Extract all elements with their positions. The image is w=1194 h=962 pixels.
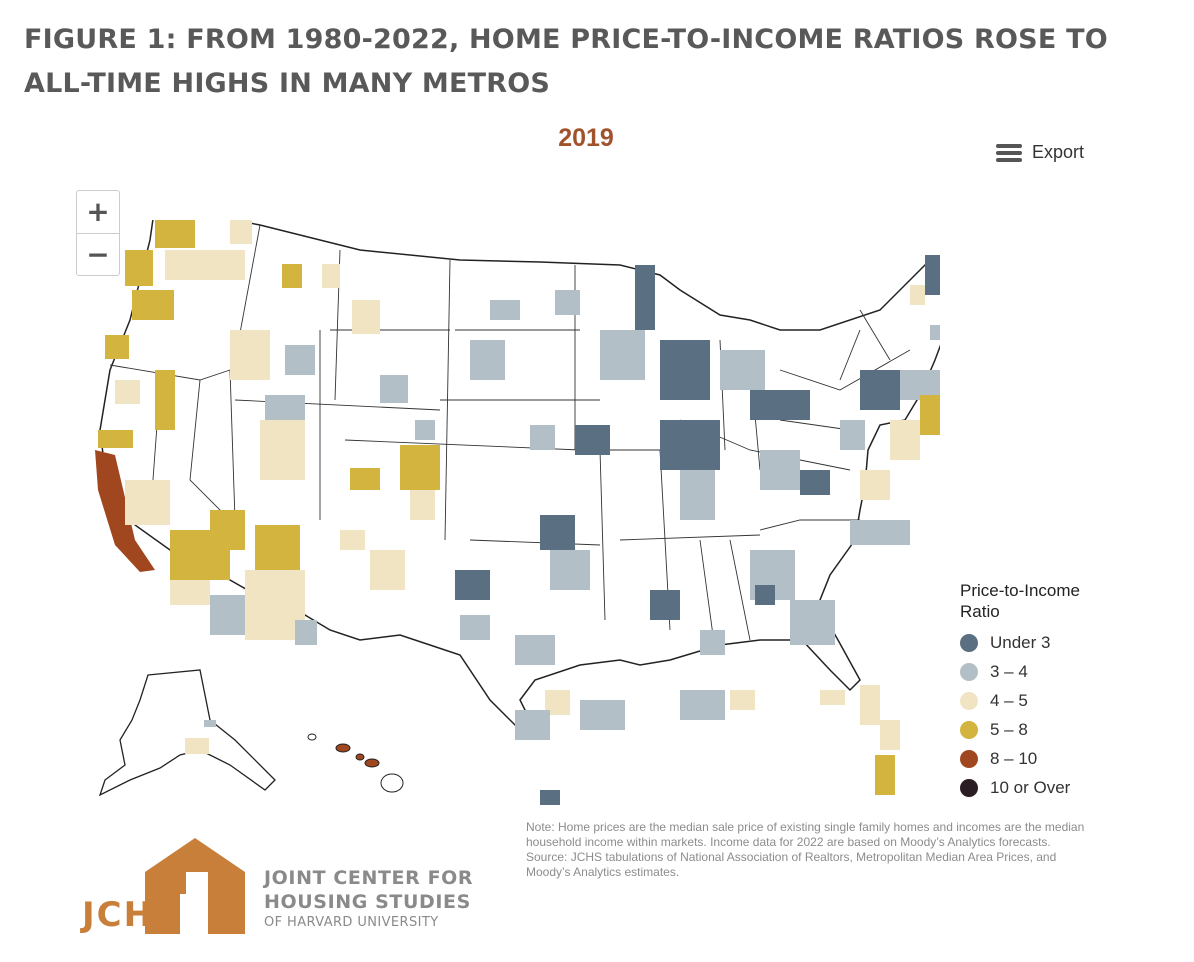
legend-swatch — [960, 778, 978, 797]
legend-title: Price-to-Income Ratio — [960, 581, 1080, 621]
zoom-out-button[interactable]: − — [77, 234, 119, 276]
legend-item-5-8[interactable]: 5 – 8 — [960, 715, 1080, 744]
legend-items: Under 3 3 – 4 4 – 5 5 – 8 8 – 10 10 or O… — [960, 628, 1080, 802]
logo-text: JOINT CENTER FOR HOUSING STUDIES OF HARV… — [264, 866, 473, 932]
alaska-state — [98, 669, 276, 797]
metro-areas — [95, 220, 940, 805]
legend-label: 3 – 4 — [990, 661, 1028, 681]
legend-label: 10 or Over — [990, 777, 1071, 797]
export-label: Export — [1032, 141, 1085, 162]
zoom-in-button[interactable]: + — [77, 191, 119, 233]
zoom-control: + − — [76, 190, 120, 276]
metro-area — [185, 738, 209, 754]
legend-swatch — [960, 691, 978, 710]
year-label: 2019 — [558, 124, 614, 152]
legend-swatch — [960, 633, 978, 652]
legend-item-under-3[interactable]: Under 3 — [960, 628, 1080, 657]
legend-label: 4 – 5 — [990, 690, 1028, 710]
legend-swatch — [960, 662, 978, 681]
legend: Price-to-Income Ratio Under 3 3 – 4 4 – … — [960, 580, 1080, 802]
legend-swatch — [960, 720, 978, 739]
logo-line-1: JOINT CENTER FOR — [264, 867, 474, 889]
menu-icon — [996, 142, 1022, 162]
legend-item-10-or-over[interactable]: 10 or Over — [960, 773, 1080, 802]
hawaii-state — [307, 733, 404, 793]
logo-line-3: OF HARVARD UNIVERSITY — [264, 915, 439, 930]
legend-label: Under 3 — [990, 632, 1051, 652]
us-metro-map — [95, 220, 940, 805]
note-text: Note: Home prices are the median sale pr… — [526, 820, 1085, 849]
metro-area — [204, 720, 216, 727]
legend-item-8-10[interactable]: 8 – 10 — [960, 744, 1080, 773]
figure-note: Note: Home prices are the median sale pr… — [526, 820, 1092, 880]
source-text: Source: JCHS tabulations of National Ass… — [526, 850, 1057, 879]
legend-item-3-4[interactable]: 3 – 4 — [960, 657, 1080, 686]
figure-title: FIGURE 1: FROM 1980-2022, HOME PRICE-TO-… — [24, 24, 1108, 99]
logo-acronym: JCHS — [82, 895, 181, 935]
legend-label: 8 – 10 — [990, 748, 1038, 768]
legend-swatch — [960, 749, 978, 768]
jchs-house-logo-icon — [145, 838, 245, 934]
zoom-divider — [77, 233, 119, 234]
legend-item-4-5[interactable]: 4 – 5 — [960, 686, 1080, 715]
logo-line-2: HOUSING STUDIES — [264, 891, 471, 913]
export-button[interactable]: Export — [996, 138, 1084, 166]
legend-label: 5 – 8 — [990, 719, 1028, 739]
